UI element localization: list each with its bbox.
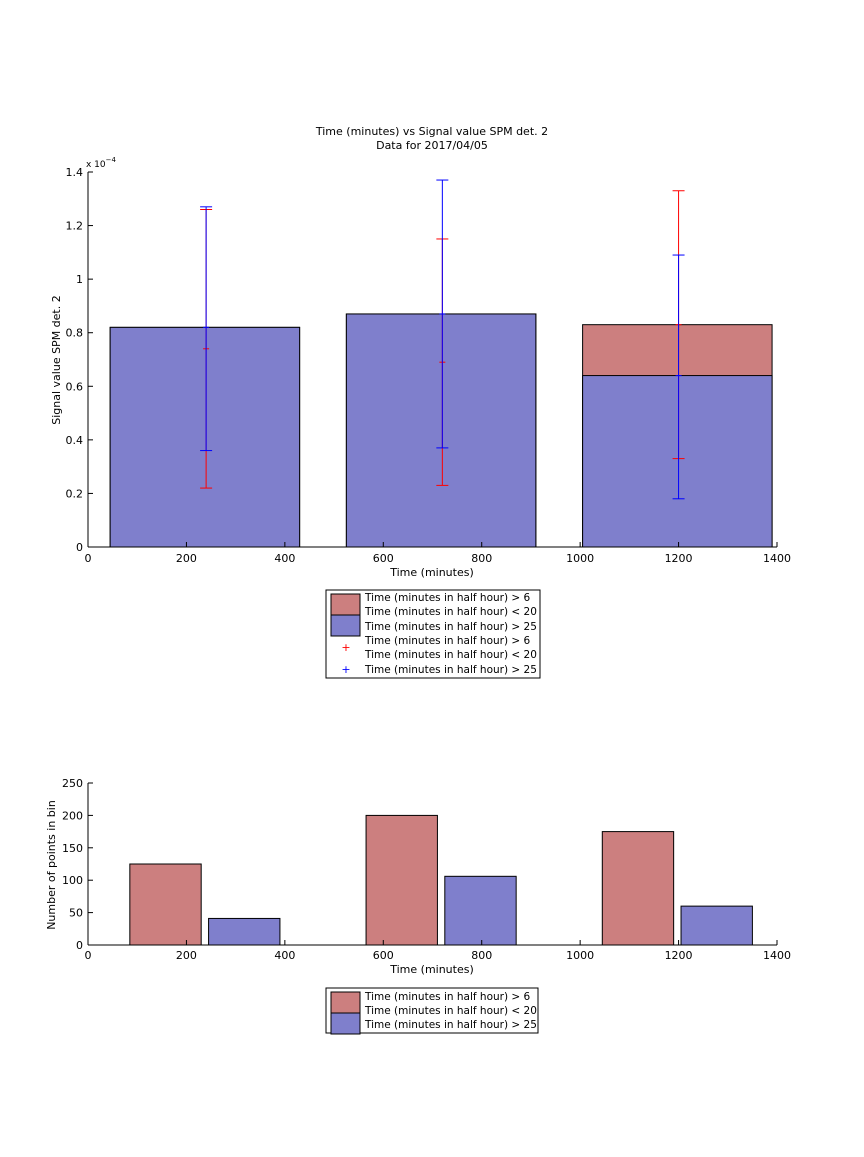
y-tick-label: 200: [62, 809, 83, 822]
bar-blue: [582, 375, 773, 548]
top-error-bars-layer: [200, 179, 685, 500]
legend-entry: Time (minutes in half hour) > 25: [364, 621, 537, 633]
x-tick-label: 0: [85, 949, 92, 962]
y-axis-label: Signal value SPM det. 2: [50, 295, 63, 425]
legend-entry: Time (minutes in half hour) > 6: [364, 635, 531, 647]
legend-box: [325, 987, 539, 1034]
exponent-base: x 10: [86, 160, 106, 170]
exponent-power: −4: [106, 156, 117, 164]
bar-red: [129, 863, 202, 946]
top-bars-layer: [109, 313, 773, 548]
y-exponent-label: x 10−4: [86, 156, 117, 170]
chart-title: Time (minutes) vs Signal value SPM det. …: [315, 125, 548, 138]
y-tick-label: 50: [69, 907, 83, 920]
x-tick-label: 1400: [763, 552, 791, 565]
legend-entry: Time (minutes in half hour) > 25: [364, 664, 537, 676]
y-tick-label: 100: [62, 874, 83, 887]
bottom-bars-layer: [129, 814, 753, 946]
signal-chart: Time (minutes) vs Signal value SPM det. …: [50, 125, 791, 579]
legend-red-swatch: [330, 991, 361, 1014]
legend-entry: Time (minutes in half hour) < 20: [364, 1005, 537, 1017]
legend-entry: Time (minutes in half hour) > 25: [364, 1019, 537, 1031]
x-tick-label: 400: [274, 949, 295, 962]
x-tick-label: 1400: [763, 949, 791, 962]
y-tick-label: 1.4: [66, 166, 84, 179]
x-axis-label: Time (minutes): [389, 566, 474, 579]
bar-blue: [208, 917, 281, 946]
legend-entry: Time (minutes in half hour) < 20: [364, 649, 537, 661]
legend-box: [325, 589, 541, 679]
legend-blue-swatch: [330, 1012, 361, 1035]
y-tick-label: 0: [76, 541, 83, 554]
count-chart: 0 200 400 600 800 1000 1200 1400 0 50 100 150 200 250…: [45, 777, 791, 976]
x-axis-label: Time (minutes): [389, 963, 474, 976]
chart-subtitle: Data for 2017/04/05: [376, 139, 488, 152]
x-tick-label: 1000: [566, 552, 594, 565]
bar-blue: [444, 875, 517, 946]
x-tick-label: 200: [176, 949, 197, 962]
y-tick-label: 1: [76, 273, 83, 286]
top-legend: + + Time (minutes in half hour) > 6 Time…: [325, 589, 541, 679]
y-tick-label: 0: [76, 939, 83, 952]
y-tick-label: 150: [62, 842, 83, 855]
x-tick-label: 1200: [665, 552, 693, 565]
legend-entry: Time (minutes in half hour) > 6: [364, 991, 531, 1003]
bar-red: [365, 814, 438, 946]
legend-blue-plus-marker: +: [341, 663, 350, 676]
y-tick-label: 0.4: [66, 434, 84, 447]
x-tick-label: 600: [373, 949, 394, 962]
x-tick-label: 0: [85, 552, 92, 565]
y-tick-label: 1.2: [66, 220, 84, 233]
bar-red: [601, 831, 675, 946]
y-tick-label: 250: [62, 777, 83, 790]
bottom-legend: Time (minutes in half hour) > 6 Time (mi…: [325, 987, 539, 1035]
legend-red-plus-marker: +: [341, 641, 350, 654]
legend-entry: Time (minutes in half hour) < 20: [364, 606, 537, 618]
legend-blue-swatch: [330, 614, 361, 637]
top-axes: 0 200 400 600 800 1000 1200 1400 0 0.2 0.4 0.6 0.8 1 1…: [66, 166, 792, 565]
bar-blue: [109, 326, 301, 548]
legend-red-swatch: [330, 593, 361, 616]
x-tick-label: 600: [373, 552, 394, 565]
bar-blue: [345, 313, 537, 548]
x-tick-label: 1200: [665, 949, 693, 962]
x-tick-label: 400: [274, 552, 295, 565]
bar-blue: [680, 905, 753, 946]
x-tick-label: 1000: [566, 949, 594, 962]
bottom-axes: 0 200 400 600 800 1000 1200 1400 0 50 100 150 200 250: [62, 777, 791, 962]
legend-entry: Time (minutes in half hour) > 6: [364, 592, 531, 604]
y-tick-label: 0.8: [66, 327, 84, 340]
x-tick-label: 200: [176, 552, 197, 565]
y-axis-label: Number of points in bin: [45, 800, 58, 930]
x-tick-label: 800: [471, 949, 492, 962]
y-tick-label: 0.6: [66, 380, 84, 393]
x-tick-label: 800: [471, 552, 492, 565]
y-tick-label: 0.2: [66, 487, 84, 500]
